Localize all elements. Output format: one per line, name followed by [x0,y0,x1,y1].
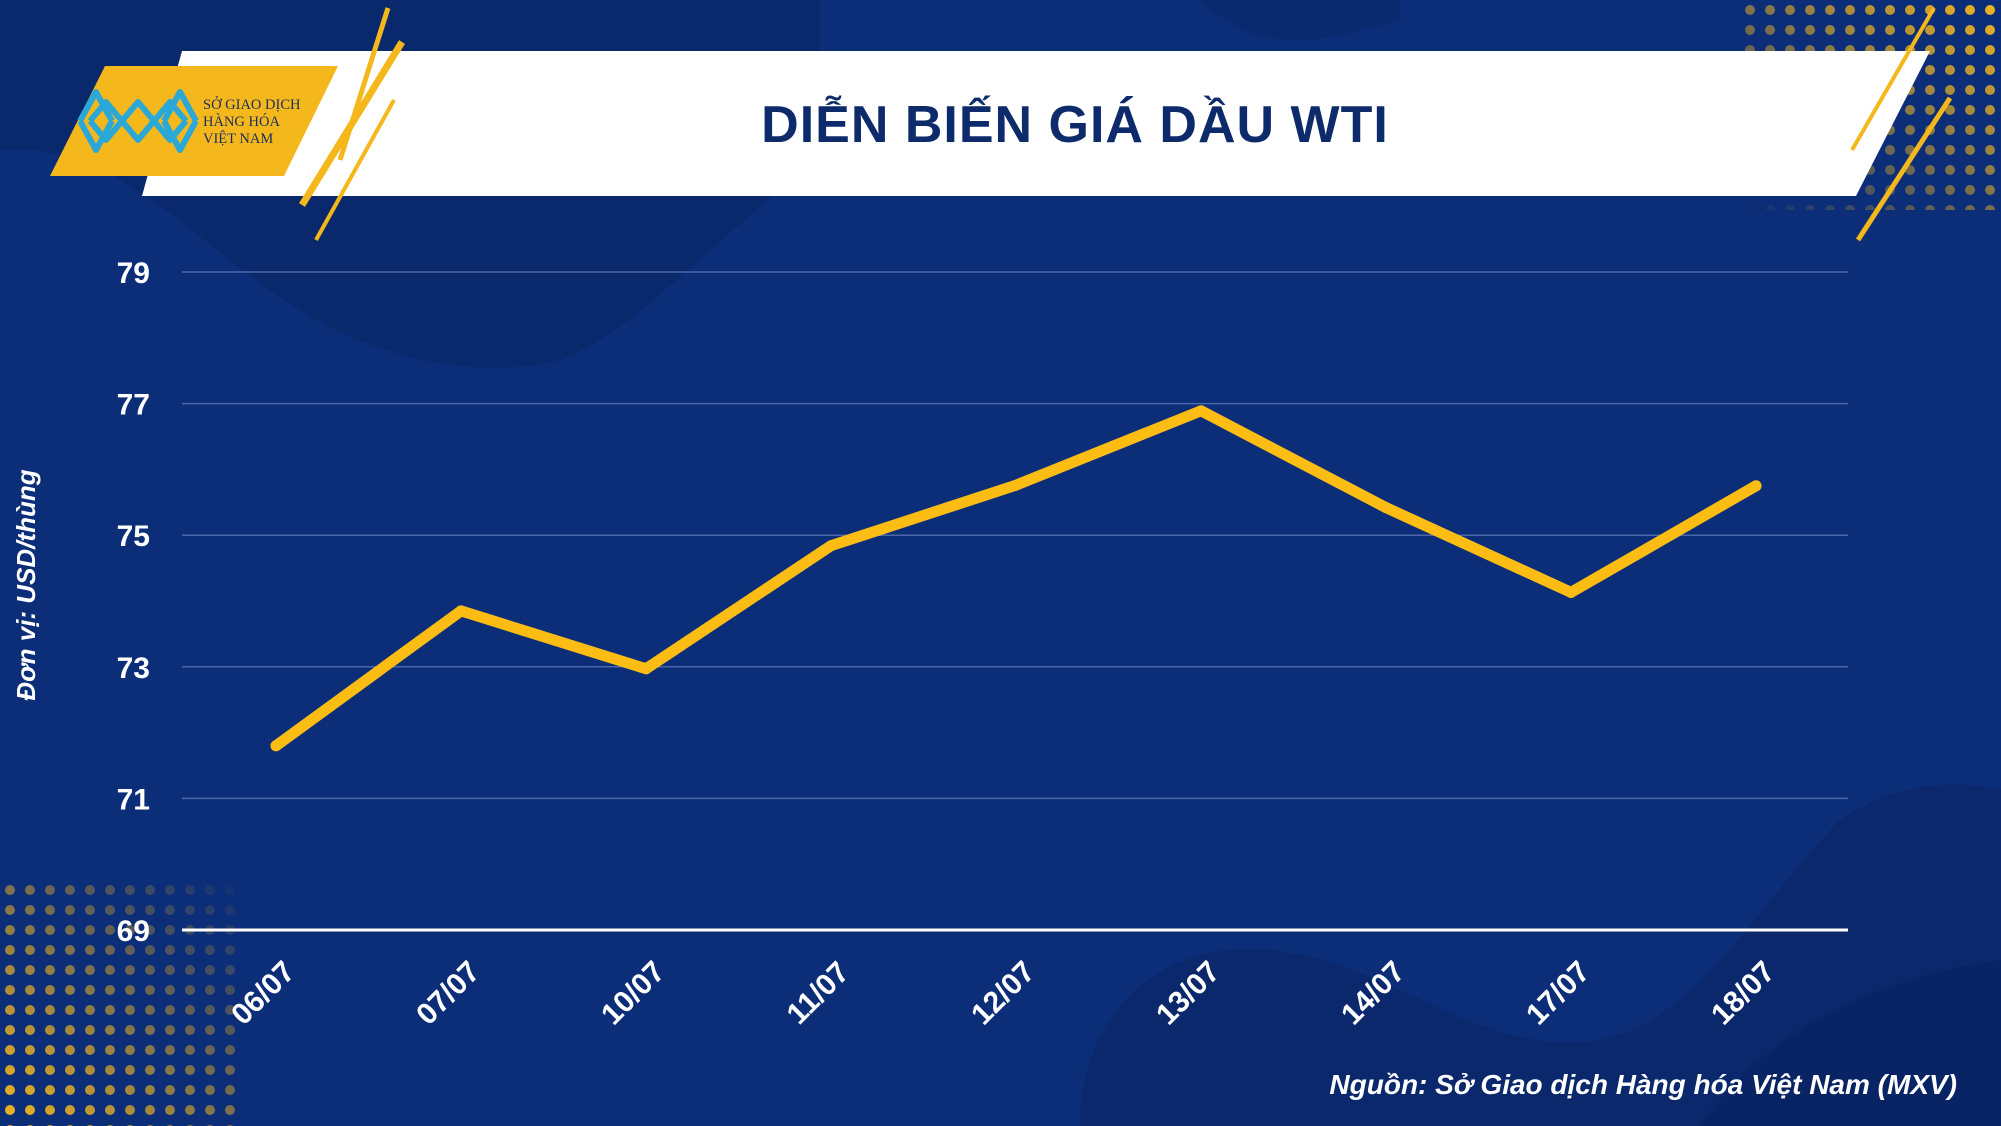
y-tick-label: 69 [117,915,150,948]
series-line [270,405,1762,752]
data-point [1010,479,1022,491]
y-tick-label: 75 [117,520,150,553]
logo-line: HÀNG HÓA [203,114,280,130]
data-point [1565,586,1577,598]
data-point [455,605,467,617]
wave-shape [1700,960,2001,1126]
x-tick-label: 12/07 [965,955,1041,1031]
title-banner-shape [142,51,1930,196]
data-point [640,663,652,675]
x-tick-label: 14/07 [1335,955,1411,1031]
data-point [1195,405,1207,417]
x-tick-label: 07/07 [410,955,486,1031]
accent-stripe [1850,6,1936,152]
dot-pattern [0,880,240,1126]
data-point [270,740,282,752]
x-tick-label: 17/07 [1520,955,1596,1031]
x-tick-label: 13/07 [1150,955,1226,1031]
y-tick-label: 71 [117,783,150,816]
logo-text: SỞ GIAO DỊCH HÀNG HÓA VIỆT NAM [203,97,313,148]
data-point [1380,502,1392,514]
logo-line: VIỆT NAM [203,131,274,147]
page-title: DIỄN BIẾN GIÁ DẦU WTI [761,96,1389,154]
y-tick-label: 73 [117,652,150,685]
wave-shape [1200,0,1400,40]
wave-shape [1080,784,2001,1126]
mxv-logo-icon [77,89,199,153]
x-tick-label: 11/07 [781,956,856,1031]
logo-line: SỞ GIAO DỊCH [203,97,301,113]
y-axis-label: Đơn vị: USD/thùng [11,469,41,701]
accent-stripe [1855,96,1953,242]
y-tick-label: 77 [117,389,150,422]
accent-stripe [314,99,396,241]
x-tick-label: 06/07 [225,955,301,1031]
data-point [1750,480,1762,492]
x-tick-label: 18/07 [1705,955,1781,1031]
x-tick-label: 10/07 [595,955,671,1031]
source-note: Nguồn: Sở Giao dịch Hàng hóa Việt Nam (M… [1329,1069,1957,1100]
y-tick-label: 79 [117,257,150,290]
data-point [825,540,837,552]
accent-stripe [299,40,405,207]
